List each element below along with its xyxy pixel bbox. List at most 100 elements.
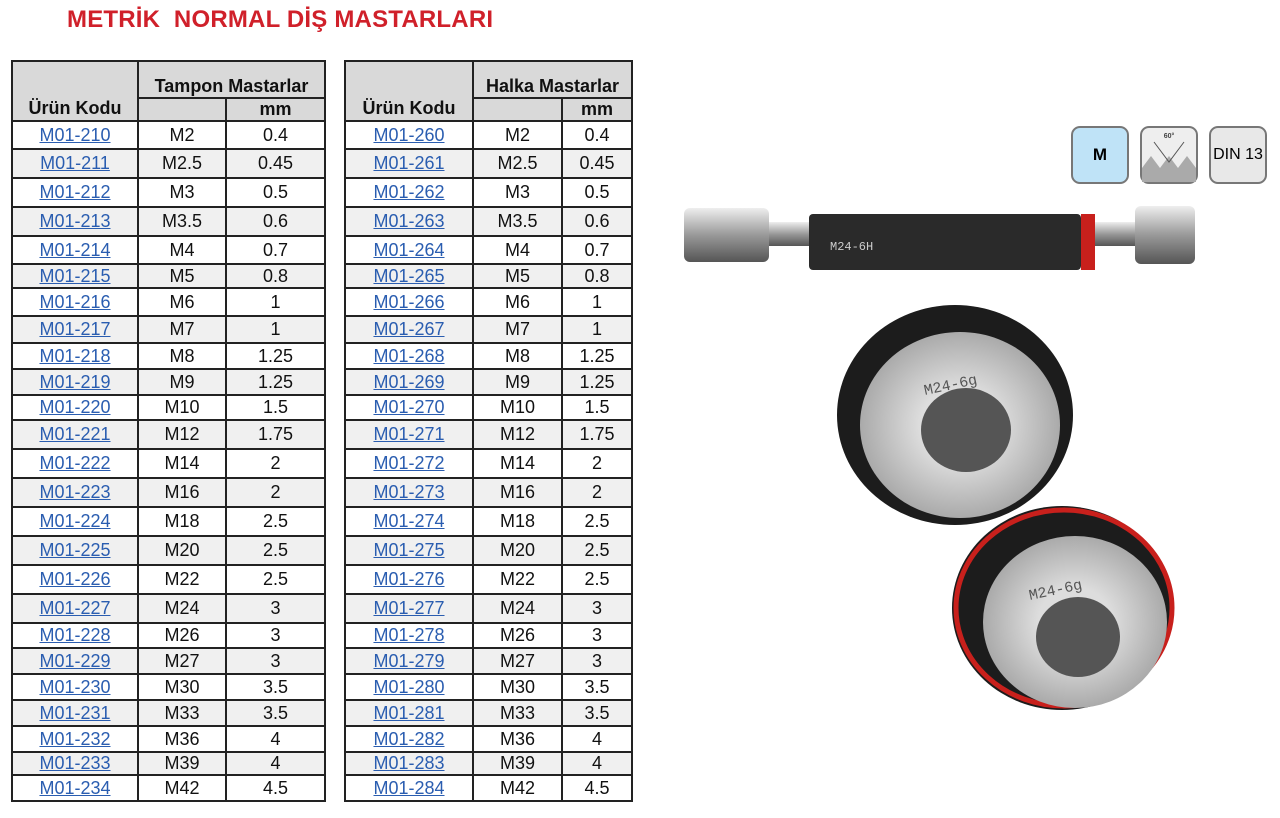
product-code-link[interactable]: M01-261 [373,153,445,173]
code-cell: M01-267 [344,315,474,344]
product-code-link[interactable]: M01-272 [373,453,445,473]
product-code-link[interactable]: M01-276 [373,569,445,589]
product-code-link[interactable]: M01-215 [39,265,111,286]
product-code-link[interactable]: M01-279 [373,650,445,671]
thread-angle-icon: 60° [1140,126,1198,184]
product-code-link[interactable]: M01-211 [40,153,110,173]
size-header [137,97,227,122]
pitch-cell: 1.25 [225,368,326,396]
code-cell: M01-224 [11,506,139,537]
product-code-link[interactable]: M01-228 [39,625,111,645]
product-code-link[interactable]: M01-222 [39,453,111,473]
product-code-link[interactable]: M01-227 [39,598,111,618]
table-row: M01-233 M39 4 [11,751,326,776]
product-images: M24-6H M24-6g M24-6g [684,206,1195,710]
size-cell: M9 [472,368,563,396]
product-code-link[interactable]: M01-210 [39,124,111,145]
table-row: M01-270 M10 1.5 [344,394,633,421]
size-cell: M2.5 [472,148,563,179]
code-cell: M01-268 [344,342,474,370]
pitch-cell: 1 [561,315,633,344]
product-code-link[interactable]: M01-262 [373,182,445,202]
product-code-link[interactable]: M01-275 [373,540,445,560]
product-code-link[interactable]: M01-223 [39,482,111,502]
product-code-link[interactable]: M01-232 [39,728,111,749]
code-cell: M01-232 [11,725,139,753]
pitch-cell: 0.8 [225,263,326,289]
code-cell: M01-274 [344,506,474,537]
size-cell: M5 [472,263,563,289]
size-cell: M3.5 [137,206,227,237]
table-row: M01-274 M18 2.5 [344,506,633,537]
size-cell: M16 [137,477,227,508]
table-row: M01-266 M6 1 [344,287,633,317]
code-cell: M01-219 [11,368,139,396]
product-code-link[interactable]: M01-218 [39,345,111,366]
product-code-link[interactable]: M01-278 [373,625,445,645]
product-code-link[interactable]: M01-284 [373,777,445,798]
size-cell: M24 [472,593,563,624]
product-code-link[interactable]: M01-282 [373,728,445,749]
table-row: M01-282 M36 4 [344,725,633,753]
code-cell: M01-269 [344,368,474,396]
table-row: M01-272 M14 2 [344,448,633,479]
size-cell: M12 [137,419,227,450]
table-row: M01-215 M5 0.8 [11,263,326,289]
pitch-cell: 4.5 [225,774,326,802]
code-cell: M01-214 [11,235,139,265]
product-code-link[interactable]: M01-220 [39,397,111,417]
standard-badge: DIN 13 [1209,126,1267,184]
product-code-link[interactable]: M01-263 [373,211,445,231]
product-code-link[interactable]: M01-214 [39,239,111,260]
size-cell: M8 [137,342,227,370]
table-row: M01-219 M9 1.25 [11,368,326,396]
product-code-link[interactable]: M01-270 [373,397,445,417]
product-code-link[interactable]: M01-274 [373,511,445,531]
product-code-link[interactable]: M01-260 [373,124,445,145]
product-code-link[interactable]: M01-268 [373,345,445,366]
size-cell: M9 [137,368,227,396]
pitch-cell: 4.5 [561,774,633,802]
product-code-link[interactable]: M01-234 [39,777,111,798]
size-cell: M16 [472,477,563,508]
product-code-link[interactable]: M01-212 [39,182,111,202]
product-code-link[interactable]: M01-265 [373,265,445,286]
pitch-cell: 1.25 [225,342,326,370]
table-row: M01-226 M22 2.5 [11,564,326,595]
product-code-link[interactable]: M01-277 [373,598,445,618]
table-row: M01-260 M2 0.4 [344,120,633,150]
code-header: Ürün Kodu [344,60,474,122]
product-code-link[interactable]: M01-213 [39,211,111,231]
pitch-cell: 2.5 [225,535,326,566]
product-code-link[interactable]: M01-267 [373,319,445,339]
product-code-link[interactable]: M01-224 [39,511,111,531]
product-code-link[interactable]: M01-264 [373,239,445,260]
product-code-link[interactable]: M01-219 [39,371,111,392]
pitch-cell: 2.5 [561,506,633,537]
product-code-link[interactable]: M01-271 [373,424,445,444]
product-code-link[interactable]: M01-280 [373,676,445,697]
product-code-link[interactable]: M01-273 [373,482,445,502]
product-code-link[interactable]: M01-225 [39,540,111,560]
table-row: M01-279 M27 3 [344,647,633,675]
product-code-link[interactable]: M01-233 [39,753,111,773]
product-code-link[interactable]: M01-269 [373,371,445,392]
table-row: M01-267 M7 1 [344,315,633,344]
product-code-link[interactable]: M01-283 [373,753,445,773]
product-code-link[interactable]: M01-216 [39,291,111,312]
product-code-link[interactable]: M01-266 [373,291,445,312]
table-row: M01-217 M7 1 [11,315,326,344]
code-cell: M01-233 [11,751,139,776]
product-code-link[interactable]: M01-221 [39,424,111,444]
product-code-link[interactable]: M01-217 [39,319,111,339]
product-code-link[interactable]: M01-231 [39,702,111,723]
code-cell: M01-216 [11,287,139,317]
size-cell: M30 [137,673,227,701]
product-code-link[interactable]: M01-230 [39,676,111,697]
code-cell: M01-273 [344,477,474,508]
product-code-link[interactable]: M01-226 [39,569,111,589]
product-code-link[interactable]: M01-281 [373,702,445,723]
product-code-link[interactable]: M01-229 [39,650,111,671]
size-cell: M4 [137,235,227,265]
table-row: M01-229 M27 3 [11,647,326,675]
